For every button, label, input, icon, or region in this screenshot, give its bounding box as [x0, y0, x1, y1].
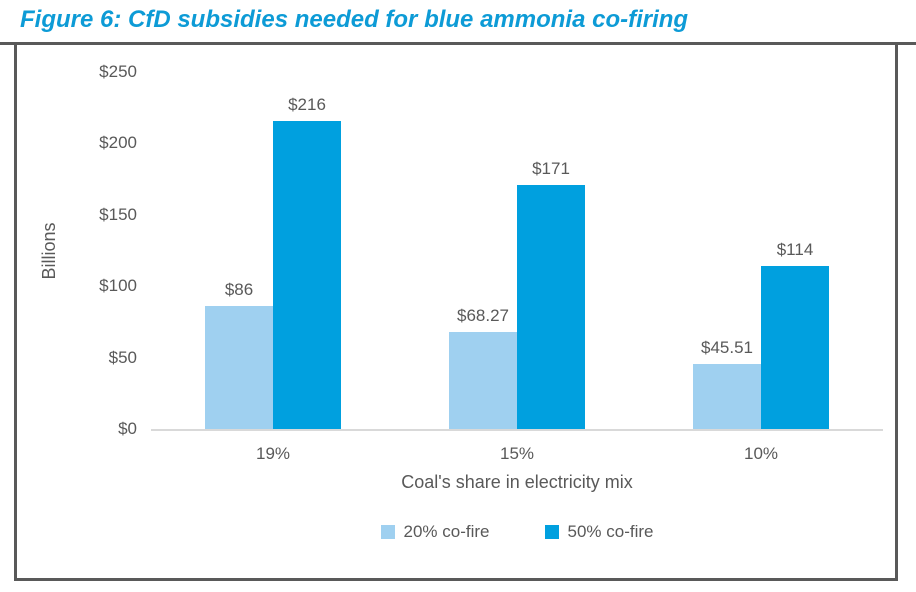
- y-tick-label: $250: [99, 62, 137, 81]
- bar-value-label: $86: [224, 280, 254, 300]
- bar-value-label: $114: [776, 240, 814, 260]
- legend: 20% co-fire 50% co-fire: [151, 522, 883, 542]
- bar-50-co-fire: [517, 184, 585, 429]
- bar-50-co-fire: [273, 120, 341, 429]
- legend-label: 50% co-fire: [567, 522, 654, 541]
- bar-value-label: $45.51: [701, 338, 753, 357]
- x-axis-line: [151, 429, 883, 431]
- plot-area: Billions Coal's share in electricity mix…: [17, 45, 895, 578]
- bar-value-label: $171: [532, 158, 570, 178]
- y-tick-label: $50: [108, 347, 137, 367]
- title-rule: [0, 42, 916, 45]
- y-tick-label: $200: [99, 133, 137, 153]
- x-axis-title: Coal's share in electricity mix: [401, 472, 633, 492]
- chart-box: Billions Coal's share in electricity mix…: [14, 45, 898, 581]
- figure-title: Figure 6: CfD subsidies needed for blue …: [20, 6, 689, 33]
- legend-swatch: [544, 525, 559, 539]
- y-tick-label: $150: [99, 204, 137, 224]
- legend-item: 20% co-fire: [380, 522, 490, 542]
- bar-value-label: $68.27: [457, 305, 509, 325]
- bar-20-co-fire: [449, 331, 517, 429]
- x-tick-label: 10%: [743, 444, 779, 463]
- bar-50-co-fire: [761, 266, 829, 429]
- x-tick-label: 19%: [255, 444, 291, 463]
- legend-label: 20% co-fire: [403, 522, 490, 541]
- legend-swatch: [380, 525, 395, 539]
- x-tick-label: 15%: [499, 444, 535, 463]
- y-tick-label: $100: [99, 276, 137, 296]
- bar-20-co-fire: [205, 306, 273, 429]
- y-tick-label: $0: [118, 419, 137, 438]
- bar-20-co-fire: [693, 364, 761, 429]
- bar-value-label: $216: [288, 94, 326, 114]
- legend-item: 50% co-fire: [544, 522, 654, 542]
